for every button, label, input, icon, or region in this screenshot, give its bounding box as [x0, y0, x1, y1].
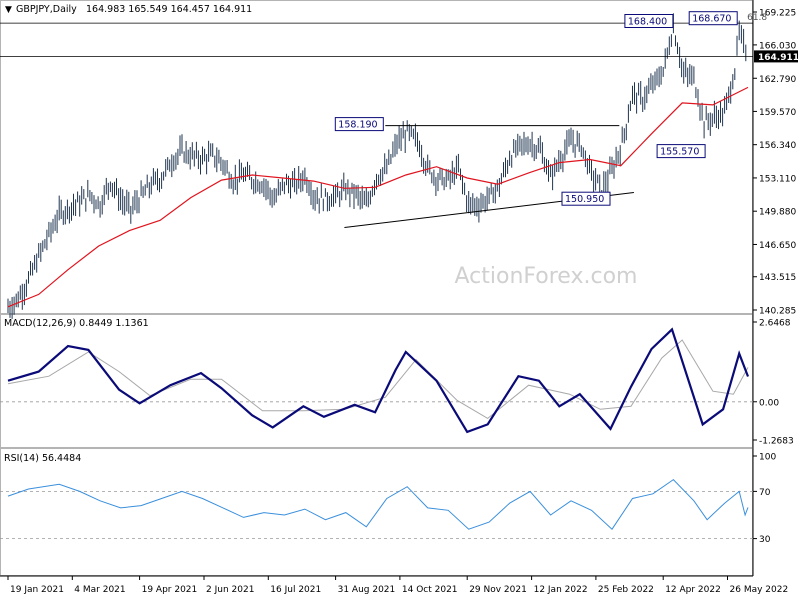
annotation-label: 168.670	[692, 14, 731, 25]
macd-tick-label: 2.6468	[759, 319, 791, 329]
annotation-box	[688, 11, 738, 26]
x-tick-label: 16 Jul 2021	[270, 585, 321, 595]
ohlc-values: 164.983 165.549 164.457 164.911	[86, 4, 252, 15]
rsi-tick-label: 30	[759, 535, 771, 545]
x-tick-label: 14 Oct 2021	[402, 585, 458, 595]
signal-path	[7, 339, 749, 420]
x-tick-label: 12 Jan 2022	[534, 585, 588, 595]
annotation-box	[334, 117, 384, 132]
price-tick-label: 159.570	[759, 108, 796, 118]
x-tick-label: 29 Nov 2021	[469, 585, 527, 595]
grid-lines	[0, 401, 753, 539]
rsi-tick-label: 70	[759, 488, 771, 498]
price-tick-label: 146.650	[759, 241, 796, 251]
ema-line	[7, 86, 749, 308]
rsi-tick-label: 100	[759, 453, 776, 463]
annotation-label: 168.400	[628, 17, 667, 28]
rsi-title: RSI(14) 56.4484	[4, 453, 81, 464]
y-axis-labels: 169.225 166.030 162.790 159.570 156.340 153.1…	[753, 9, 799, 545]
annotation-label: 150.950	[565, 194, 604, 205]
price-tick-label: 140.285	[759, 307, 796, 317]
annotation-box	[624, 14, 674, 28]
price-tick-label: 166.030	[759, 41, 796, 51]
watermark-text: ActionForex.com	[455, 264, 638, 289]
x-tick-label: 19 Jan 2021	[10, 585, 64, 595]
annotation-label: 158.190	[338, 120, 377, 131]
fib-level-label: 61.8	[747, 13, 767, 23]
annotation-label: 155.570	[660, 147, 699, 158]
macd-lines	[7, 327, 750, 434]
price-tick-label: 162.790	[759, 75, 796, 85]
last-price-badge	[754, 50, 798, 63]
x-tick-label: 26 May 2022	[730, 585, 789, 595]
price-bars	[7, 13, 747, 319]
macd-path	[7, 327, 750, 434]
price-tick-label: 169.225	[759, 9, 796, 19]
rsi-line	[7, 478, 749, 530]
price-tick-label: 153.110	[759, 174, 796, 184]
macd-title: MACD(12,26,9) 0.8449 1.1361	[4, 318, 149, 329]
x-tick-label: 19 Apr 2021	[142, 585, 198, 595]
x-axis-labels: 19 Jan 2021 4 Mar 2021 19 Apr 2021 2 Jun 20…	[0, 575, 789, 595]
rsi-path	[7, 478, 749, 530]
price-tick-label: 149.880	[759, 208, 796, 218]
x-tick-label: 12 Apr 2022	[665, 585, 721, 595]
price-arrow-icon: ▼	[5, 5, 12, 15]
price-panel-frame	[0, 0, 753, 314]
x-tick-label: 2 Jun 2021	[206, 585, 254, 595]
x-tick-label: 31 Aug 2021	[338, 585, 396, 595]
price-tick-label: 156.340	[759, 141, 796, 151]
annotation-box	[561, 191, 611, 206]
ema-path	[7, 86, 749, 308]
x-tick-label: 25 Feb 2022	[598, 585, 654, 595]
symbol-title: GBPJPY,Daily	[16, 4, 77, 15]
last-price-label: 164.911	[758, 53, 799, 63]
macd-tick-label: 0.00	[759, 398, 779, 408]
macd-tick-label: -1.2683	[759, 437, 794, 447]
price-tick-label: 143.515	[759, 273, 796, 283]
x-tick-label: 4 Mar 2021	[74, 585, 125, 595]
price-annotations: 158.190 150.950 168.400 155.570 168.670 61.8	[334, 11, 767, 206]
annotation-box	[656, 144, 706, 159]
